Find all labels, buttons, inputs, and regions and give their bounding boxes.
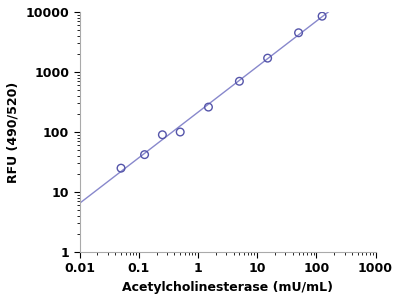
Point [118,166,124,171]
Point [264,56,271,61]
Y-axis label: RFU (490/520): RFU (490/520) [7,81,20,183]
Point [205,105,212,110]
Point [236,79,242,84]
Point [319,14,325,19]
Point [177,130,184,135]
Point [159,132,166,137]
X-axis label: Acetylcholinesterase (mU/mL): Acetylcholinesterase (mU/mL) [122,281,333,294]
Point [295,30,302,35]
Point [141,152,148,157]
